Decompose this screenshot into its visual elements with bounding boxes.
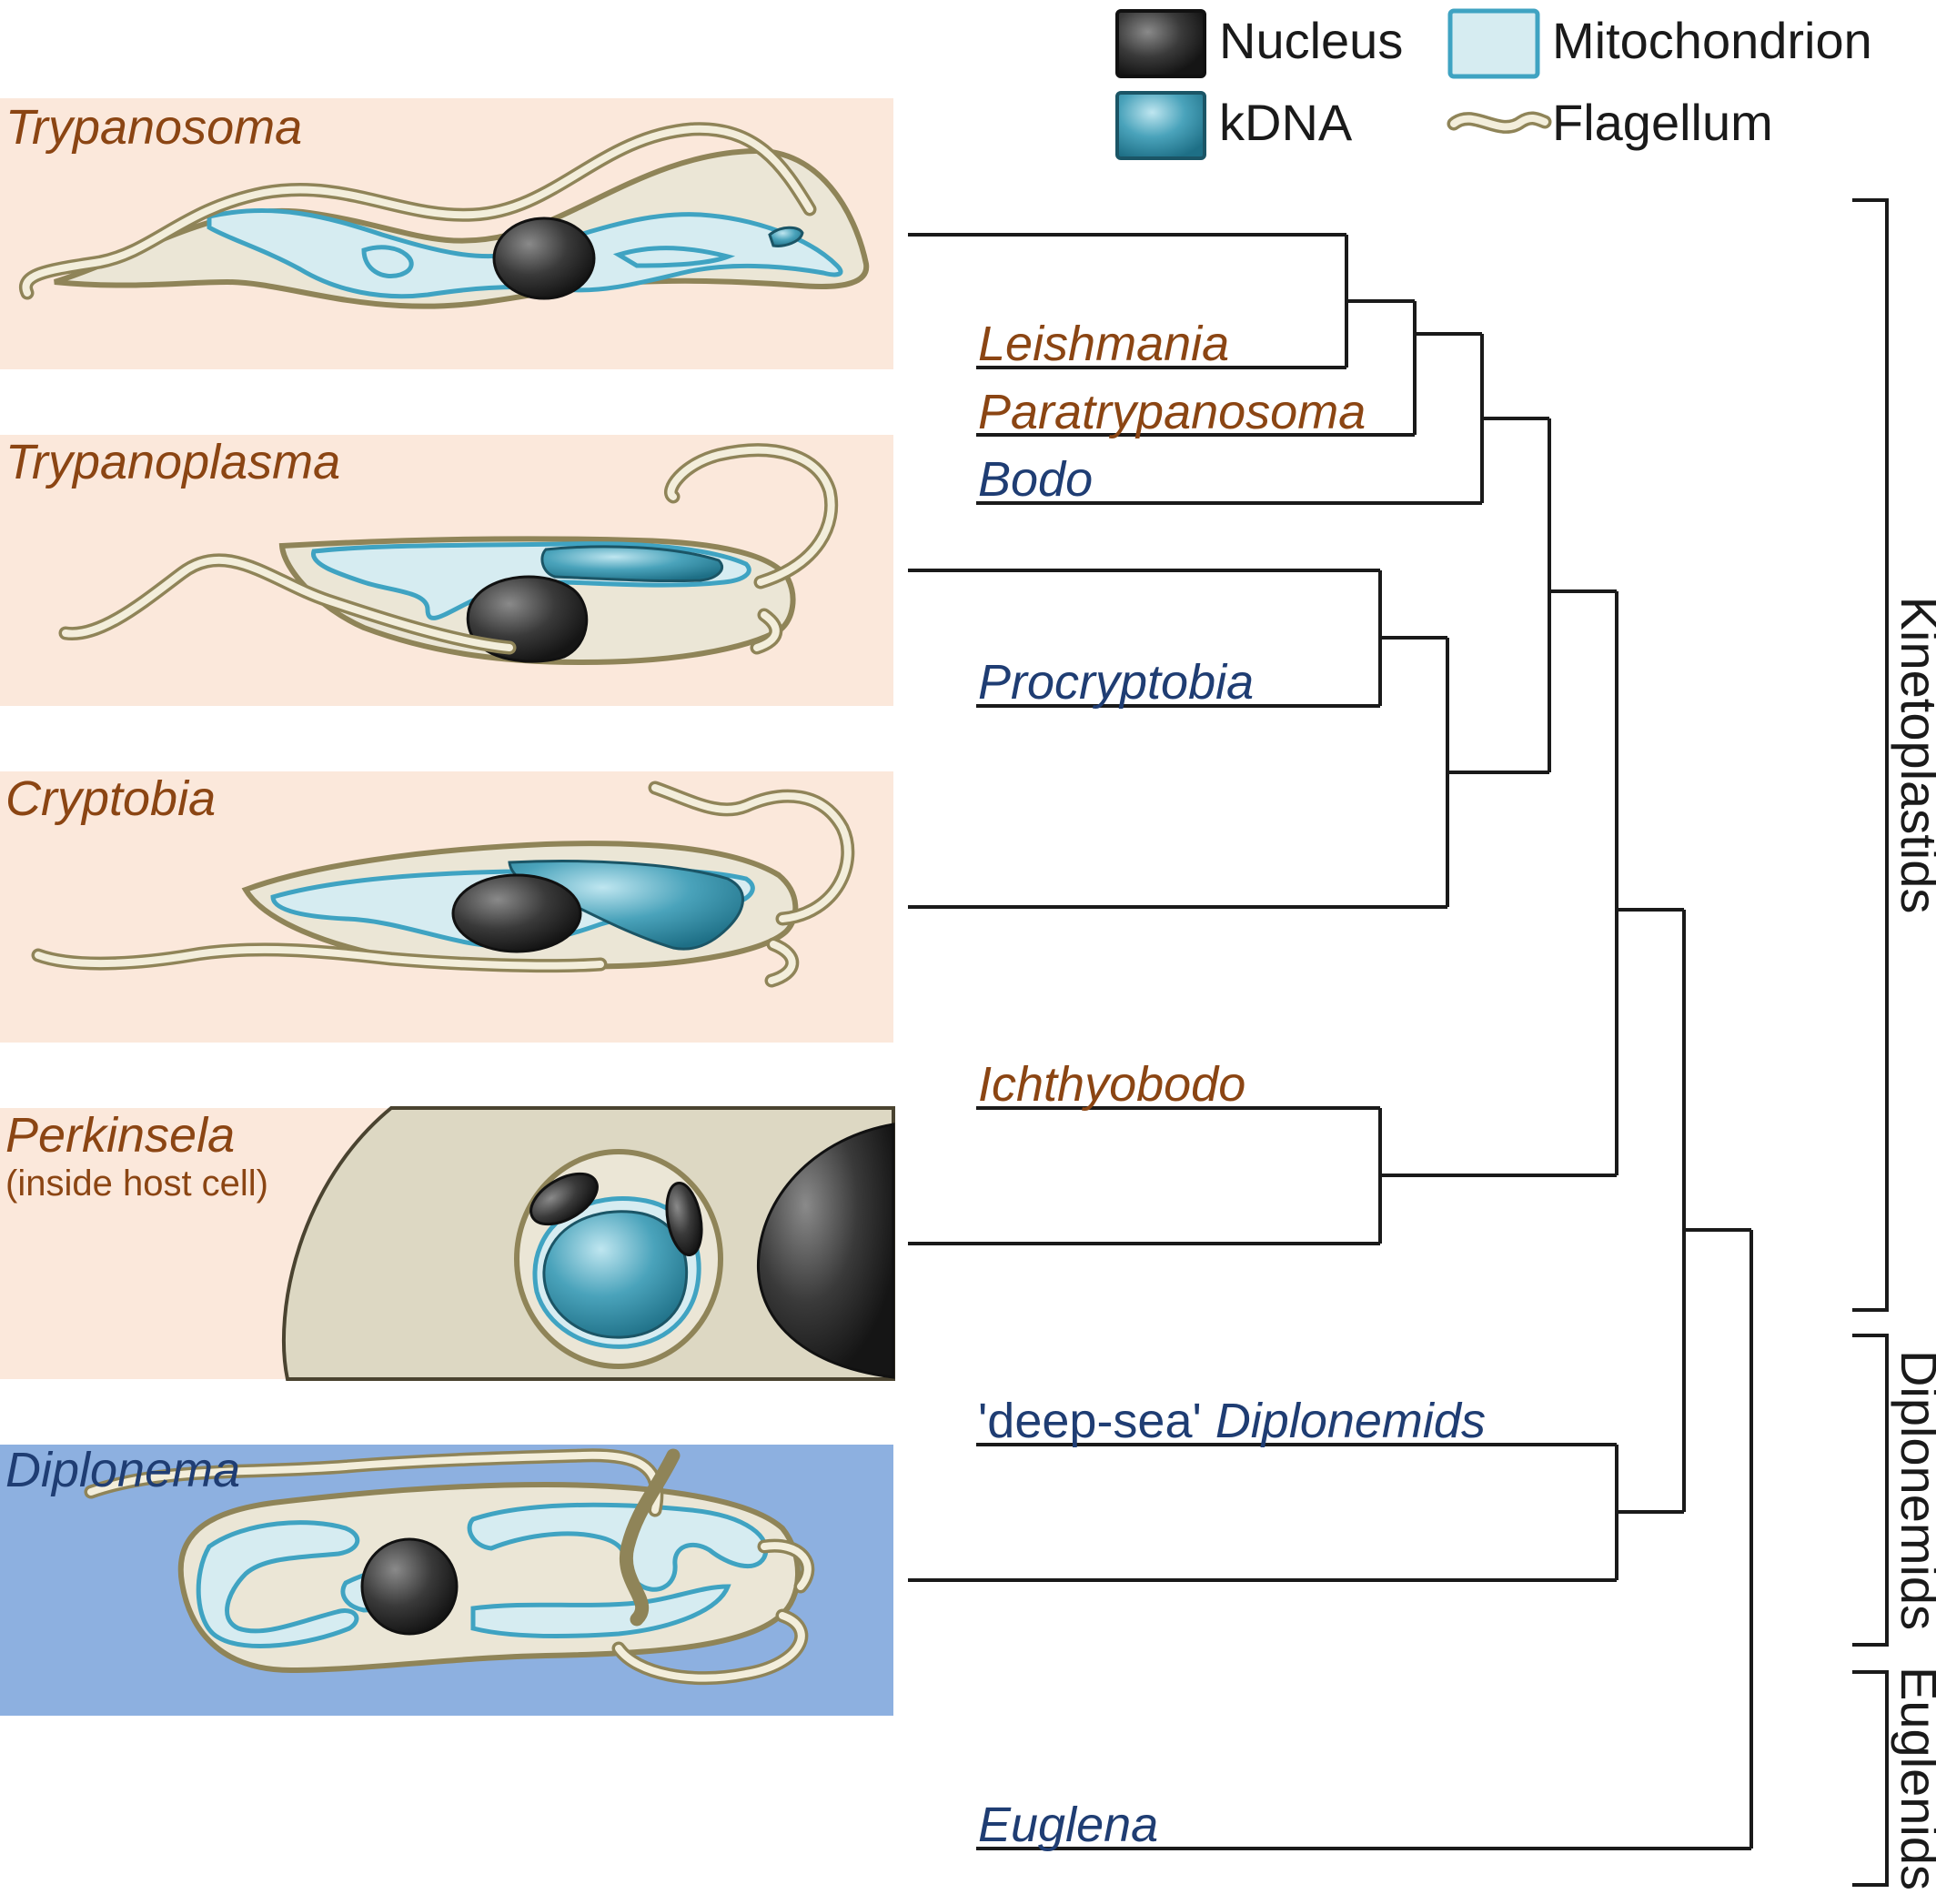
clade-brackets: Kinetoplastids Diplonemids Euglenids [1852,198,1936,1890]
trypanoplasma-illustration [58,443,839,666]
panel-title-cryptobia: Cryptobia [5,771,216,826]
tip-label-deep-sea-diplonemids: 'deep-sea' Diplonemids [978,1394,1486,1448]
legend-flagellum-label: Flagellum [1552,94,1773,151]
tip-label-diplonemids-taxon: Diplonemids [1215,1394,1486,1448]
panel-title-trypanoplasma: Trypanoplasma [5,435,340,489]
legend-mitochondrion-label: Mitochondrion [1552,12,1872,69]
panel-title-trypanosoma: Trypanosoma [5,100,302,155]
panel-titles: Trypanosoma Trypanoplasma Cryptobia Perk… [5,100,340,1497]
tree-tip-labels: Leishmania Paratrypanosoma Bodo Procrypt… [978,317,1486,1852]
tip-label-leishmania: Leishmania [978,317,1229,371]
cryptobia-nucleus [451,873,582,953]
tip-label-euglena: Euglena [978,1798,1158,1852]
tip-label-bodo: Bodo [978,452,1093,507]
clade-label-kinetoplastids: Kinetoplastids [1891,597,1936,914]
perkinsela-nucleus-left [529,1172,599,1226]
diplonema-illustration [84,1448,815,1686]
node-trypanosoma-leishmania [1345,235,1415,368]
legend: Nucleus Mitochondrion kDNA Flagellum [1115,8,1872,160]
clade-label-diplonemids: Diplonemids [1891,1350,1936,1630]
tip-label-ichthyobodo: Ichthyobodo [978,1057,1245,1112]
node-kinetoplastids [1615,591,1684,1175]
legend-flagellum-icon [1447,111,1552,134]
trypanosoma-flagellum [19,122,817,300]
panel-note-perkinsela: (inside host cell) [5,1164,268,1204]
node-trypanoplasma-procryptobia [1378,570,1447,706]
node-trypanosomatids [1413,301,1482,435]
node-with-cryptobia [1446,638,1549,907]
panel-title-diplonema: Diplonema [5,1443,240,1497]
legend-nucleus-swatch [1115,9,1206,78]
clade-label-euglenids: Euglenids [1891,1667,1936,1890]
legend-kdna-swatch [1115,91,1206,160]
panel-title-perkinsela: Perkinsela [5,1108,235,1163]
phylogenetic-tree [908,233,1753,1850]
trypanosoma-illustration [19,122,870,309]
node-diplonemids [1615,1445,1684,1580]
perkinsela-host-nucleus [756,1123,895,1379]
perkinsela-kdna [542,1210,689,1339]
cryptobia-illustration [31,781,855,988]
trypanoplasma-kdna [540,545,724,583]
bracket-kinetoplastids [1852,198,1889,1312]
node-metakinetoplastids [1548,418,1617,772]
cryptobia-flagellum [31,781,855,988]
diplonema-flagellum [84,1448,815,1686]
diplonema-nucleus [360,1537,459,1636]
node-glycomonada [1682,910,1751,1512]
tip-label-procryptobia: Procryptobia [978,655,1254,710]
legend-kdna-label: kDNA [1219,94,1353,151]
trypanosoma-nucleus [492,217,596,300]
bracket-diplonemids [1852,1334,1889,1647]
tip-label-paratrypanosoma: Paratrypanosoma [978,385,1366,439]
legend-nucleus-label: Nucleus [1219,12,1403,69]
legend-mitochondrion-swatch [1447,8,1540,79]
trypanoplasma-flagellum [58,443,839,655]
node-ichthyobodo-perkinsela [1378,1108,1617,1244]
tip-label-deep-sea-prefix: 'deep-sea' [978,1394,1215,1448]
bracket-euglenids [1852,1670,1889,1887]
trypanosoma-kdna [768,226,804,247]
perkinsela-illustration [281,1106,895,1381]
node-with-bodo [1480,334,1549,503]
perkinsela-nucleus-right [665,1181,703,1257]
